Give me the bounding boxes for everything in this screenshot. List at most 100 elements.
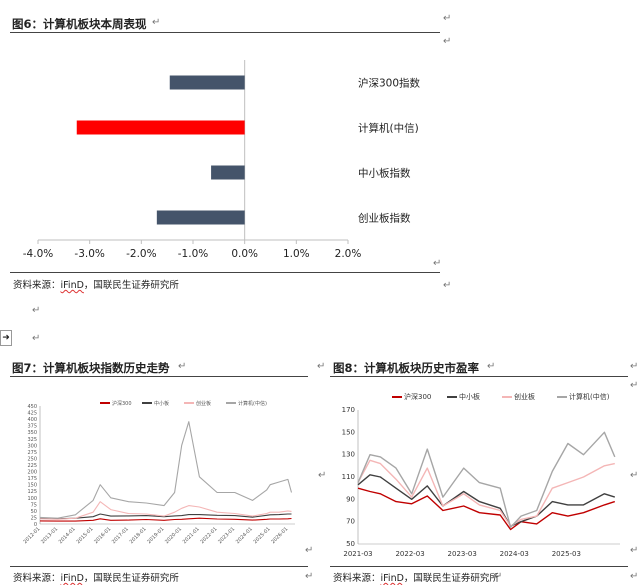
fig7-plot-y-tick-label: 0 xyxy=(34,522,37,528)
fig8-plot-y-tick-label: 150 xyxy=(342,428,355,436)
paragraph-mark: ↵ xyxy=(317,361,326,372)
fig7-plot-y-tick-label: 175 xyxy=(27,476,37,482)
fig6-bar xyxy=(211,165,245,180)
fig6-source: 资料来源：iFinD，国联民生证券研究所 xyxy=(13,277,179,291)
fig7-plot-y-tick-label: 425 xyxy=(27,411,37,417)
paragraph-mark: ↵ xyxy=(318,470,327,481)
fig7-plot-x-tick-label: 2017-01 xyxy=(111,526,130,545)
paragraph-mark: ↵ xyxy=(630,361,639,372)
fig7-plot-y-tick-label: 100 xyxy=(27,496,37,502)
fig6-title: 图6：计算机板块本周表现 xyxy=(12,17,147,31)
fig8-title-rule xyxy=(330,376,628,377)
fig8-plot-y-tick-label: 90 xyxy=(346,495,355,503)
fig6-category-label: 沪深300指数 xyxy=(358,77,421,90)
fig6-x-tick-label: 0.0% xyxy=(231,248,258,260)
fig6-x-tick-label: -4.0% xyxy=(23,248,53,260)
fig8-plot-x-tick-label: 2023-03 xyxy=(448,550,477,558)
paragraph-mark: ↵ xyxy=(152,17,161,28)
fig7-plot-y-tick-label: 300 xyxy=(27,443,37,449)
fig6-bar xyxy=(169,75,245,90)
fig7-plot-x-tick-label: 2015-01 xyxy=(76,526,95,545)
paragraph-mark: ↵ xyxy=(305,571,314,582)
fig8-plot-legend-label: 创业板 xyxy=(514,392,535,401)
fig7-plot-x-tick-label: 2024-01 xyxy=(235,526,254,545)
arrow-right-icon[interactable]: ➜ xyxy=(0,330,12,346)
fig7-plot-y-tick-label: 225 xyxy=(27,463,37,469)
fig8-plot-series-line xyxy=(357,459,615,527)
fig7-plot-y-tick-label: 125 xyxy=(27,489,37,495)
fig8-plot-series-line xyxy=(357,474,616,527)
fig7-plot-y-tick-label: 275 xyxy=(27,450,37,456)
fig8-chart: 50 70 90 110 130 150 170 2021-03 2022-03 2023-03 2… xyxy=(342,392,620,558)
fig7-plot-y-tick-label: 50 xyxy=(31,509,37,515)
fig7-plot-y-tick-label: 325 xyxy=(27,437,37,443)
fig6-bar xyxy=(76,120,245,135)
fig7-plot-x-tick-label: 2018-01 xyxy=(129,526,148,545)
source-prefix: 资料来源： xyxy=(13,280,61,291)
source-ifind: iFinD xyxy=(60,280,84,291)
paragraph-mark: ↵ xyxy=(630,571,639,582)
paragraph-mark: ↵ xyxy=(443,13,452,24)
fig7-plot-legend-label: 沪深300 xyxy=(112,400,132,407)
source-ifind: iFinD xyxy=(60,573,84,584)
fig7-plot-series-line xyxy=(39,517,292,522)
fig7-plot-series-line xyxy=(39,513,292,520)
fig7-plot-y-tick-label: 25 xyxy=(31,515,37,521)
fig7-plot-y-tick-label: 400 xyxy=(27,417,37,423)
fig7-plot-x-tick-label: 2013-01 xyxy=(40,526,59,545)
paragraph-mark: ↵ xyxy=(630,545,639,556)
fig7-source-rule xyxy=(10,566,308,567)
fig7-plot-x-tick-label: 2012-01 xyxy=(22,526,41,545)
fig7-plot-legend-label: 创业板 xyxy=(196,400,211,407)
fig6-category-label: 创业板指数 xyxy=(358,212,411,225)
fig8-plot-y-tick-label: 170 xyxy=(342,406,355,414)
fig8-plot-legend-label: 计算机(中信) xyxy=(569,392,610,401)
fig7-plot-y-tick-label: 350 xyxy=(27,430,37,436)
paragraph-mark: ↵ xyxy=(630,470,639,481)
fig7-plot-y-tick-label: 375 xyxy=(27,424,37,430)
fig8-plot-series-line xyxy=(357,487,616,531)
fig7-plot-x-tick-label: 2021-01 xyxy=(182,526,201,545)
fig7-plot-legend-label: 中小板 xyxy=(154,400,169,407)
paragraph-mark: ↵ xyxy=(630,380,639,391)
fig7-plot-series-line xyxy=(39,421,293,519)
fig8-plot-y-tick-label: 70 xyxy=(346,518,355,526)
source-suffix: ，国联民生证券研究所 xyxy=(403,573,499,584)
fig7-plot-y-tick-label: 200 xyxy=(27,470,37,476)
fig8-plot-x-tick-label: 2025-03 xyxy=(552,550,581,558)
fig7-plot-x-tick-label: 2023-01 xyxy=(217,526,236,545)
fig6-source-rule xyxy=(10,272,440,273)
fig6-title-rule xyxy=(10,32,440,33)
fig7-plot-y-tick-label: 450 xyxy=(27,404,37,410)
fig6-bar xyxy=(156,210,245,225)
fig7-chart: 0255075100125150175200225250275300325350… xyxy=(22,400,295,545)
fig7-plot-x-tick-label: 2026-01 xyxy=(270,526,289,545)
fig8-plot-x-tick-label: 2022-03 xyxy=(395,550,424,558)
fig7-title-rule xyxy=(10,376,308,377)
paragraph-mark: ↵ xyxy=(433,258,442,269)
fig7-source: 资料来源：iFinD，国联民生证券研究所 xyxy=(13,570,179,584)
fig6-x-tick-label: -2.0% xyxy=(126,248,156,260)
fig7-plot-y-tick-label: 150 xyxy=(27,483,37,489)
fig7-plot-x-tick-label: 2025-01 xyxy=(253,526,272,545)
fig7-plot-legend-label: 计算机(中信) xyxy=(238,400,267,407)
source-suffix: ，国联民生证券研究所 xyxy=(83,280,179,291)
fig8-plot-y-tick-label: 130 xyxy=(342,451,355,459)
fig7-plot-x-tick-label: 2022-01 xyxy=(199,526,218,545)
fig6-x-tick-label: -1.0% xyxy=(178,248,208,260)
fig7-plot-y-tick-label: 75 xyxy=(31,502,37,508)
paragraph-mark: ↵ xyxy=(494,571,503,582)
paragraph-mark: ↵ xyxy=(305,545,314,556)
paragraph-mark: ↵ xyxy=(443,36,452,47)
paragraph-mark: ↵ xyxy=(443,280,452,291)
paragraph-mark: ↵ xyxy=(32,333,41,344)
fig8-plot-y-tick-label: 50 xyxy=(346,540,355,548)
fig8-plot-legend-label: 中小板 xyxy=(459,392,480,401)
fig6-category-label: 计算机(中信) xyxy=(358,122,419,135)
fig8-plot-y-tick-label: 110 xyxy=(342,473,355,481)
source-prefix: 资料来源： xyxy=(333,573,381,584)
fig7-title: 图7：计算机板块指数历史走势 xyxy=(12,361,170,375)
source-ifind: iFinD xyxy=(380,573,404,584)
fig7-plot-x-tick-label: 2019-01 xyxy=(146,526,165,545)
fig8-plot-series-line xyxy=(357,431,616,529)
